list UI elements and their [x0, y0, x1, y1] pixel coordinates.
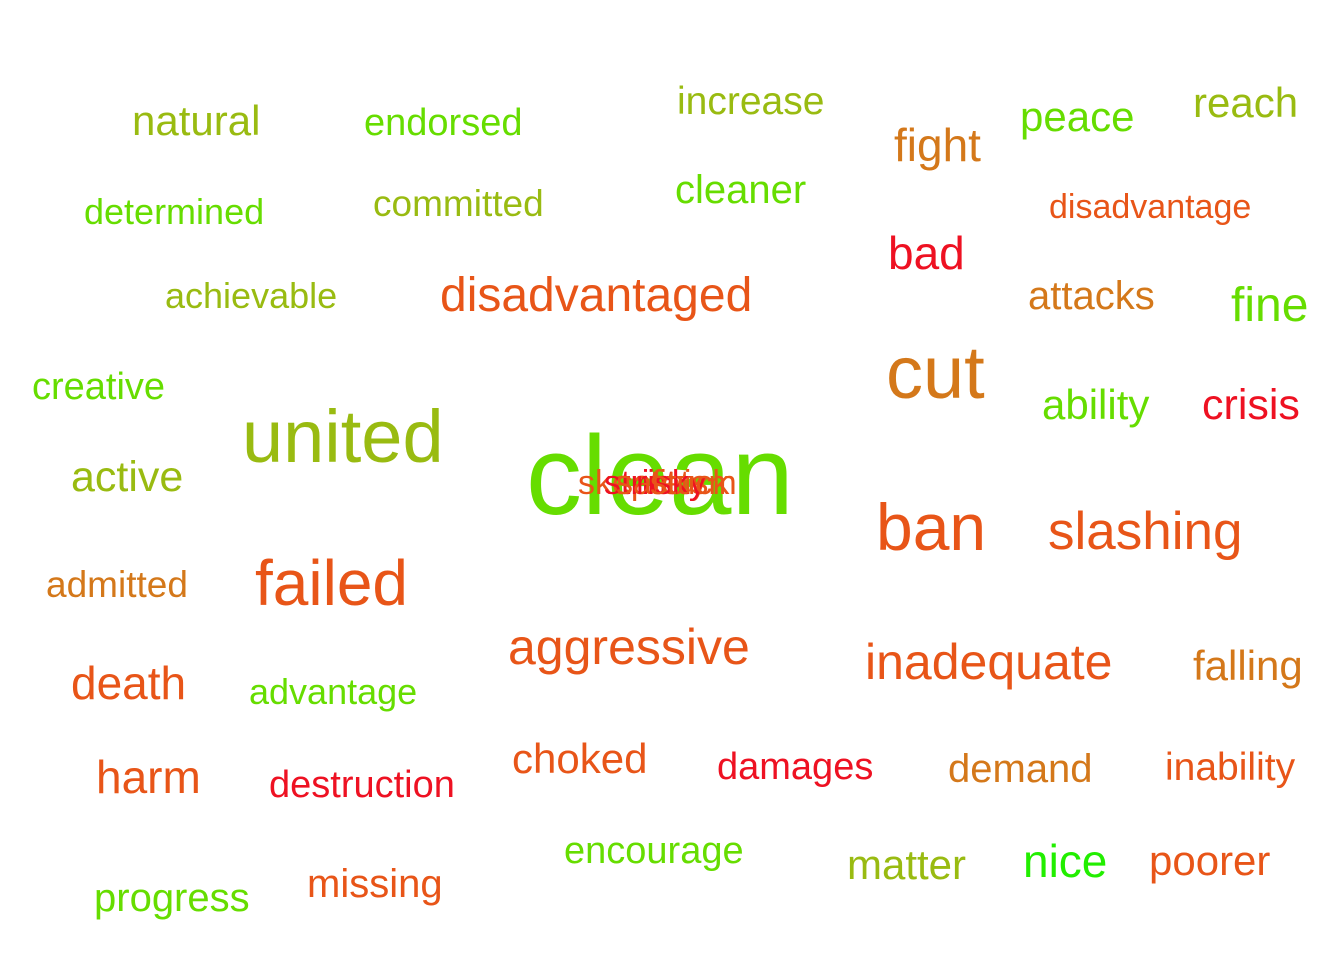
- word-damages: damages: [717, 746, 874, 788]
- word-missing: missing: [307, 862, 443, 906]
- word-slashing: slashing: [1048, 502, 1243, 561]
- word-disadvantaged: disadvantaged: [440, 269, 753, 322]
- word-attacks: attacks: [1028, 274, 1155, 318]
- word-safety: safety: [616, 464, 707, 502]
- word-death: death: [71, 657, 187, 709]
- word-nice: nice: [1023, 835, 1108, 887]
- word-ability: ability: [1042, 381, 1150, 428]
- word-clean: clean: [526, 413, 794, 538]
- word-encourage: encourage: [564, 830, 744, 872]
- word-creative: creative: [32, 366, 166, 408]
- word-cut: cut: [886, 331, 985, 414]
- word-disadvantage: disadvantage: [1049, 188, 1252, 226]
- word-poorer: poorer: [1149, 837, 1271, 884]
- word-inability: inability: [1165, 746, 1296, 789]
- word-progress: progress: [94, 876, 250, 920]
- word-destruction: destruction: [269, 764, 455, 806]
- word-peace: peace: [1020, 93, 1135, 140]
- word-crisis: crisis: [1202, 381, 1300, 429]
- word-demand: demand: [948, 747, 1093, 791]
- word-harm: harm: [96, 751, 201, 803]
- word-endorsed: endorsed: [364, 102, 523, 144]
- word-active: active: [71, 453, 184, 501]
- word-fight: fight: [894, 119, 981, 171]
- word-strict: strict: [604, 464, 676, 502]
- word-committed: committed: [373, 183, 544, 224]
- word-admitted: admitted: [46, 564, 188, 605]
- word-cleaner: cleaner: [675, 168, 807, 212]
- word-united: united: [242, 395, 444, 478]
- word-fine: fine: [1231, 279, 1309, 332]
- word-failed: failed: [255, 547, 408, 619]
- word-choked: choked: [512, 735, 648, 782]
- word-determined: determined: [84, 191, 265, 232]
- word-inadequate: inadequate: [865, 634, 1113, 690]
- word-increase: increase: [677, 80, 825, 123]
- word-risky: risky: [636, 464, 706, 502]
- word-falling: falling: [1193, 642, 1303, 689]
- word-ban: ban: [876, 490, 987, 564]
- word-natural: natural: [132, 97, 261, 144]
- word-advantage: advantage: [249, 671, 418, 712]
- word-reach: reach: [1193, 79, 1299, 126]
- word-skepticism: skepticism: [578, 464, 737, 502]
- word-achievable: achievable: [165, 275, 338, 316]
- word-stuck: stuck: [650, 464, 730, 502]
- word-matter: matter: [847, 841, 967, 888]
- word-aggressive: aggressive: [508, 619, 750, 675]
- word-bad: bad: [888, 227, 965, 279]
